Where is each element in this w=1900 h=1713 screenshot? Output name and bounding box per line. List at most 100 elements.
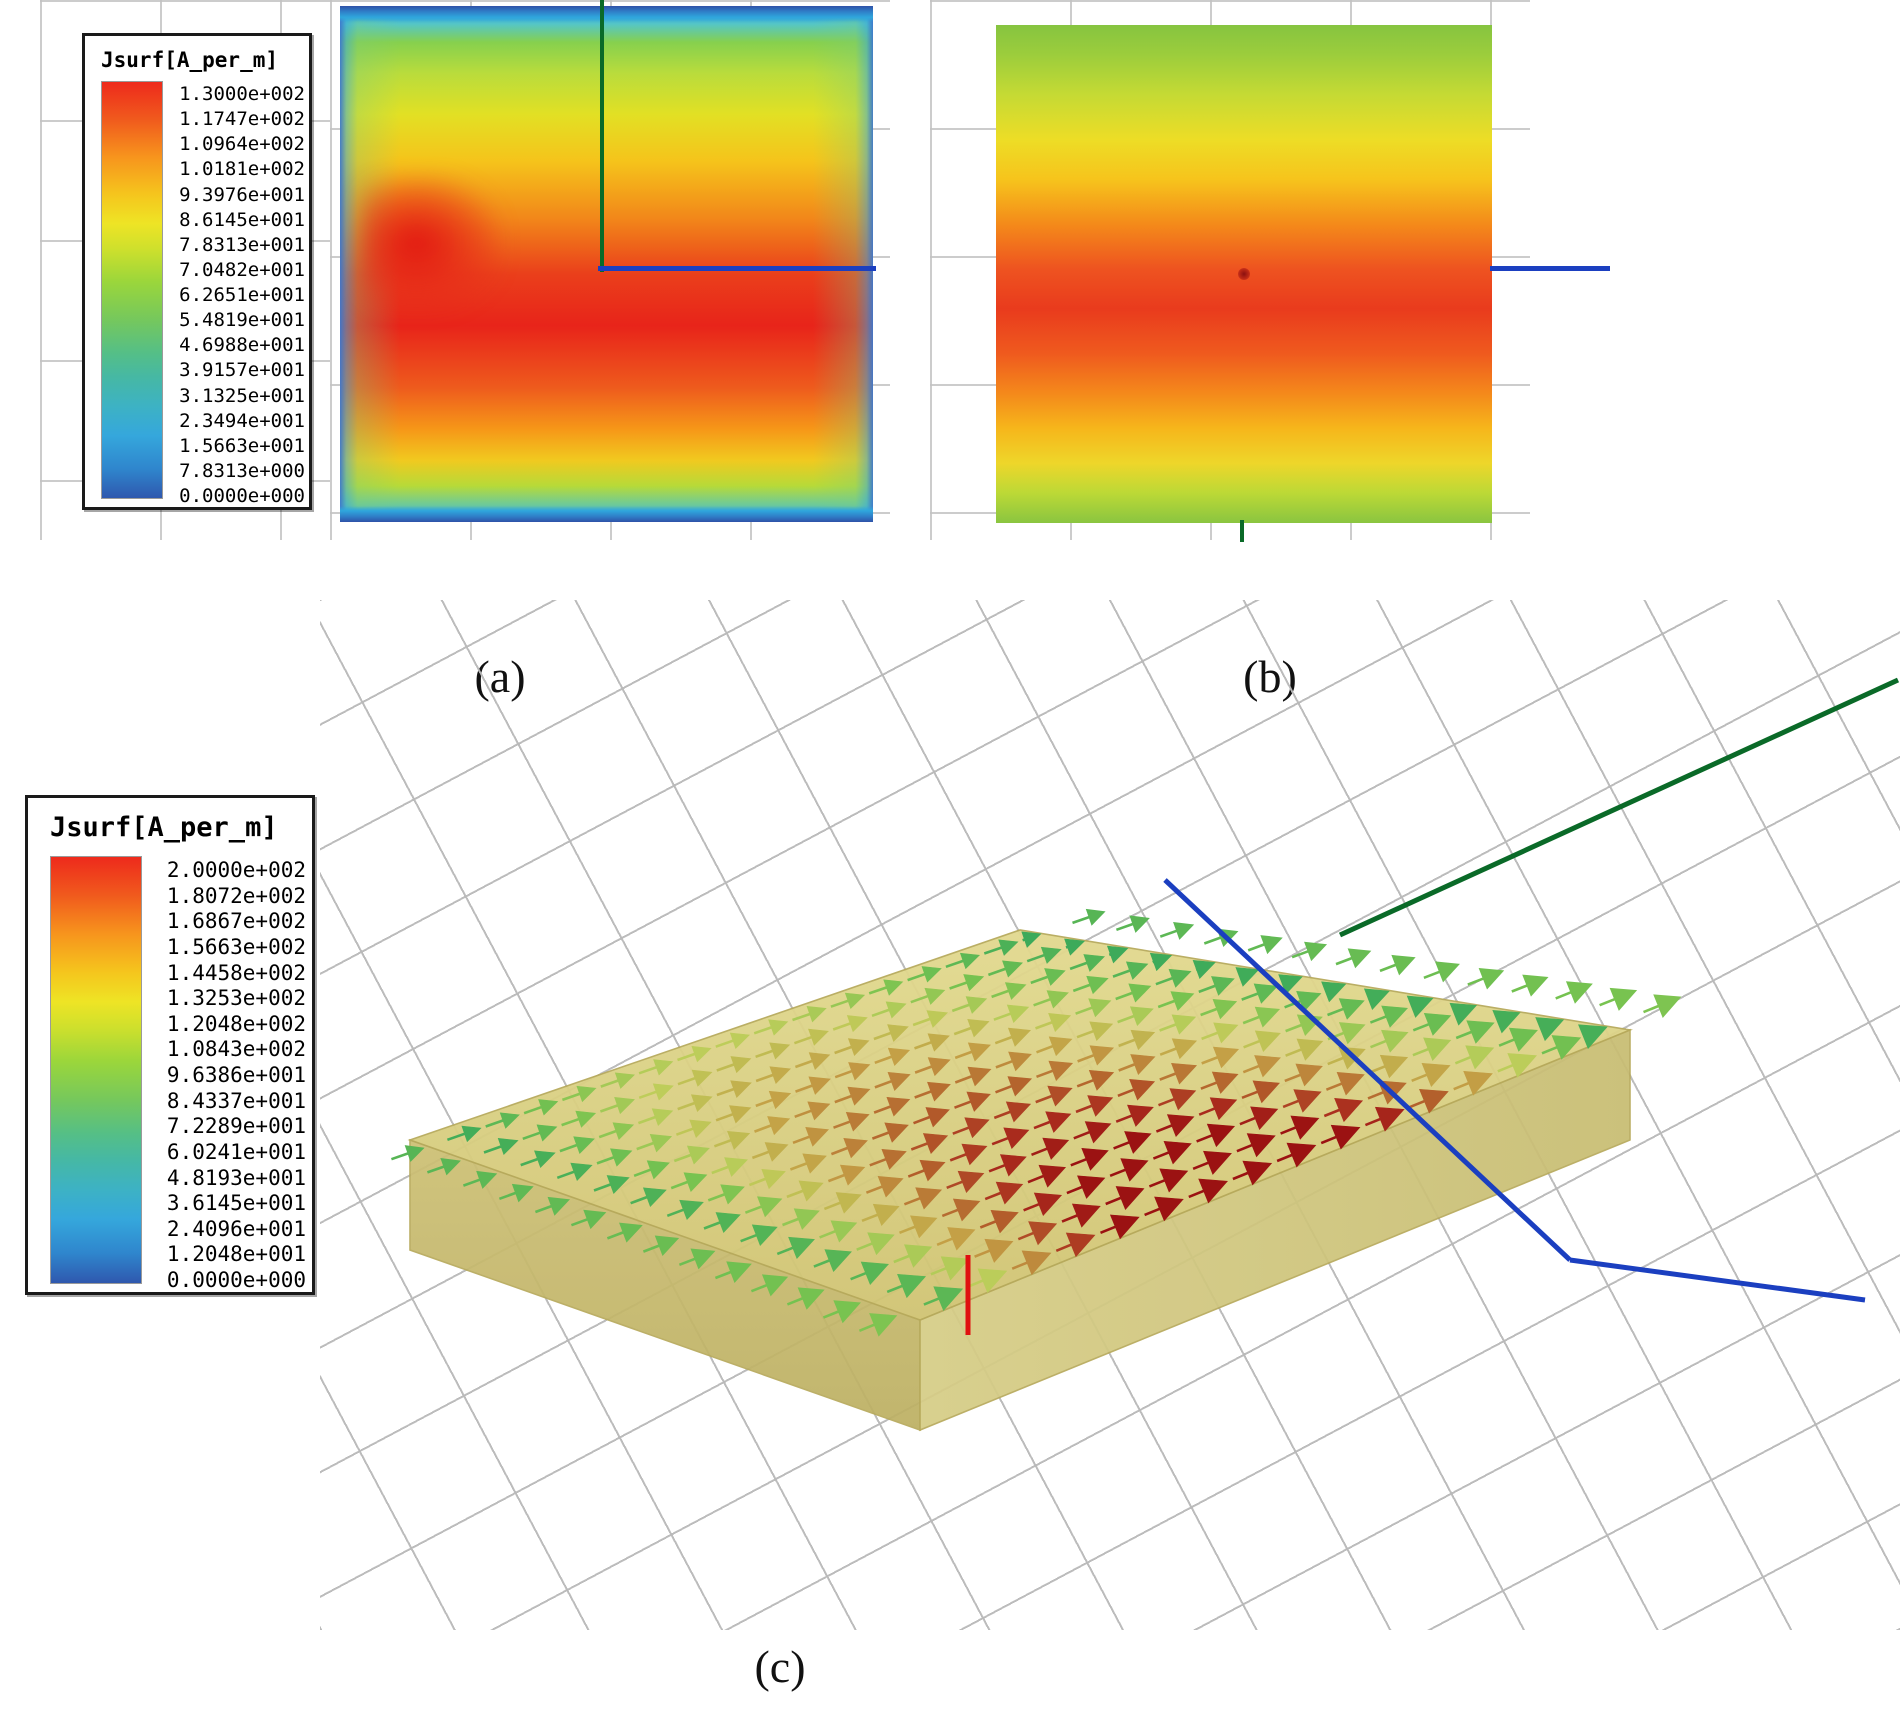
current-arrow-head <box>1163 1140 1192 1165</box>
current-arrow-head <box>761 1168 786 1190</box>
current-arrow-tail <box>946 1180 963 1190</box>
current-arrow-head <box>924 987 946 1005</box>
current-arrow-tail <box>795 1084 813 1093</box>
current-arrow-head <box>1168 968 1192 988</box>
current-arrow-tail <box>789 1162 807 1171</box>
current-arrow-head <box>1086 975 1109 995</box>
current-arrow-tail <box>1200 1081 1217 1090</box>
current-arrow-tail <box>954 1075 972 1084</box>
current-arrow-tail <box>593 1183 611 1192</box>
current-arrow-tail <box>1242 1015 1260 1025</box>
current-arrow-tail <box>1023 1203 1040 1212</box>
current-arrow-head <box>1085 908 1106 926</box>
legend-a-tick: 9.3976e+001 <box>179 183 305 206</box>
current-arrow-head <box>1044 968 1066 986</box>
legend-a-tick-labels: 1.3000e+002 1.1747e+002 1.0964e+002 1.01… <box>177 81 305 507</box>
current-arrow-head <box>440 1158 461 1176</box>
current-arrow-tail <box>1113 1141 1130 1150</box>
current-arrow-tail <box>1026 953 1045 963</box>
current-arrow-tail <box>1159 929 1178 938</box>
current-arrow-head <box>1466 1020 1495 1044</box>
current-arrow-head <box>1423 1012 1452 1036</box>
current-arrow-head <box>933 1286 964 1312</box>
current-arrow-head <box>720 1184 745 1205</box>
current-arrow-head <box>1089 1045 1115 1066</box>
legend-a-tick: 0.0000e+000 <box>179 485 305 507</box>
current-arrow-head <box>1508 1027 1538 1052</box>
current-arrow-tail <box>713 1139 732 1148</box>
current-arrow-head <box>925 1107 950 1128</box>
current-arrow-tail <box>1369 1015 1387 1024</box>
current-arrow-tail <box>707 1193 725 1202</box>
current-arrow-tail <box>600 1079 619 1088</box>
current-arrow-tail <box>1117 1088 1135 1098</box>
current-arrow-tail <box>522 1131 541 1141</box>
current-arrow-head <box>927 1081 951 1102</box>
current-arrow-tail <box>974 1249 991 1258</box>
current-arrow-tail <box>832 1022 851 1031</box>
legend-a-colorbar <box>101 81 163 499</box>
current-arrow-tail <box>910 1142 928 1151</box>
current-arrow-tail <box>1100 1225 1116 1235</box>
current-arrow-tail <box>561 1117 580 1127</box>
current-arrow-head <box>1045 1111 1072 1133</box>
current-arrow-head <box>1246 1133 1276 1158</box>
current-arrow-tail <box>1027 1174 1044 1184</box>
current-arrow-head <box>966 1091 991 1112</box>
current-arrow-head <box>1211 1071 1239 1094</box>
legend-a-tick: 1.0964e+002 <box>179 133 305 156</box>
current-arrow-tail <box>390 1152 409 1161</box>
current-arrow-tail <box>498 1191 517 1201</box>
current-arrow-tail <box>1077 1054 1095 1063</box>
legend-c-tick: 2.4096e+001 <box>166 1216 306 1241</box>
current-arrow-tail <box>936 1237 953 1247</box>
current-arrow-head <box>1169 1088 1197 1111</box>
current-arrow-head <box>802 1153 827 1174</box>
current-arrow-head <box>1198 1178 1229 1204</box>
current-arrow-head <box>998 939 1019 956</box>
current-arrow-tail <box>1155 1124 1173 1133</box>
current-arrow-tail <box>949 1153 967 1162</box>
current-arrow-tail <box>987 967 1006 977</box>
current-arrow-tail <box>534 1204 552 1214</box>
current-arrow-tail <box>1511 984 1528 993</box>
current-arrow-tail <box>744 1205 762 1214</box>
current-arrow-tail <box>666 1208 684 1218</box>
current-arrow-tail <box>858 1323 875 1333</box>
current-arrow-head <box>1449 1002 1478 1026</box>
current-arrow-tail <box>753 1026 772 1035</box>
current-arrow-tail <box>559 1143 578 1153</box>
current-arrow-head <box>887 1071 911 1091</box>
legend-c-tick: 1.2048e+002 <box>166 1011 306 1036</box>
current-arrow-head <box>867 1232 895 1256</box>
current-arrow-head <box>1254 1030 1281 1053</box>
current-arrow-head <box>1048 1060 1074 1082</box>
current-arrow-tail <box>792 1012 811 1022</box>
legend-c-tick-labels: 2.0000e+002 1.8072e+002 1.6867e+002 1.56… <box>156 856 306 1292</box>
current-arrow-tail <box>1285 1048 1302 1057</box>
current-arrow-head <box>1021 931 1042 948</box>
current-arrow-head <box>1081 1147 1109 1171</box>
current-arrow-head <box>1209 1097 1238 1121</box>
current-arrow-head <box>1065 1232 1096 1258</box>
legend-a-tick: 1.0181e+002 <box>179 158 305 181</box>
current-arrow-head <box>1609 987 1638 1011</box>
current-arrow-tail <box>1364 1117 1381 1127</box>
current-arrow-tail <box>1066 1185 1083 1195</box>
current-arrow-head <box>885 1001 907 1019</box>
current-arrow-tail <box>794 1109 812 1119</box>
current-arrow-head <box>961 1143 988 1166</box>
current-arrow-head <box>1203 1150 1232 1175</box>
current-arrow-tail <box>715 1039 734 1048</box>
current-arrow-head <box>1159 1168 1189 1193</box>
current-arrow-tail <box>596 1156 615 1165</box>
current-arrow-tail <box>913 1115 930 1125</box>
legend-c-tick: 1.2048e+001 <box>166 1242 306 1267</box>
current-arrow-head <box>1653 994 1682 1018</box>
current-arrow-tail <box>886 1284 903 1294</box>
current-arrow-tail <box>873 1031 892 1041</box>
current-arrow-tail <box>993 1012 1011 1021</box>
current-arrow-tail <box>1196 1134 1213 1143</box>
current-arrow-tail <box>1555 991 1572 1000</box>
current-arrow-tail <box>1241 992 1259 1001</box>
